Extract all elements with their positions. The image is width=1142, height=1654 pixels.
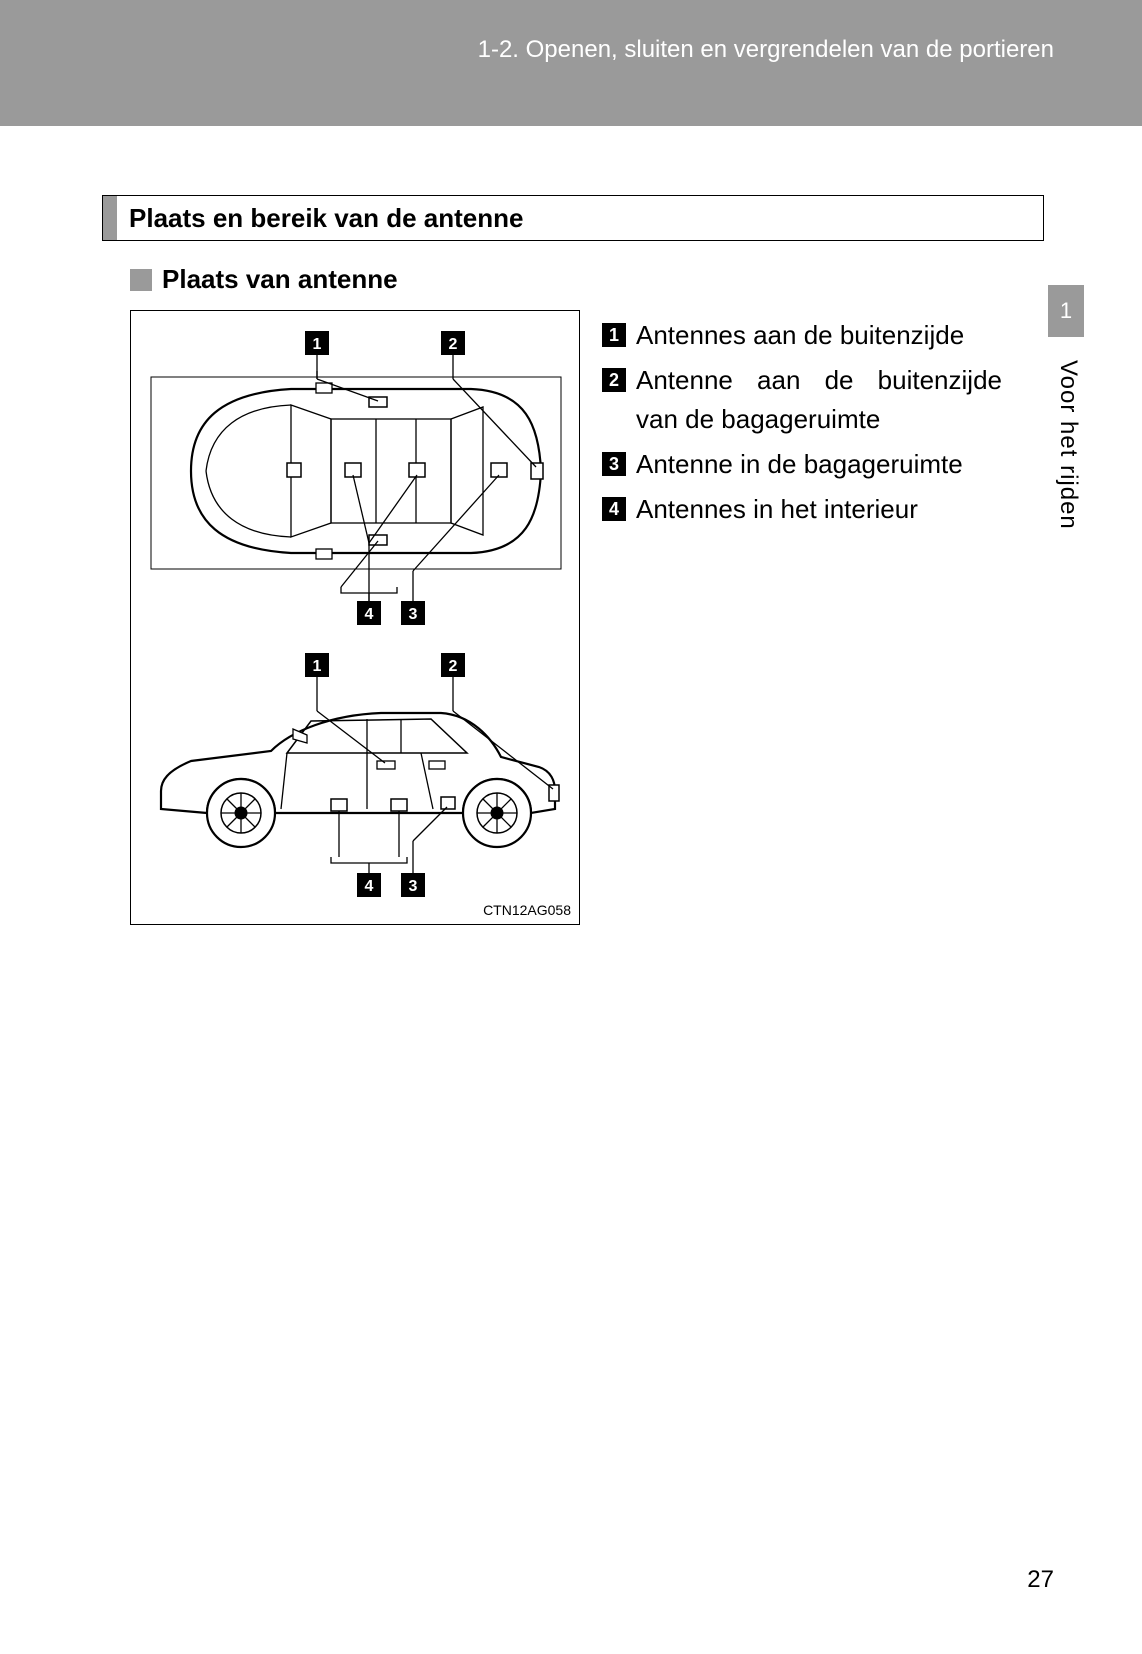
legend-num-icon: 4 (602, 497, 626, 521)
legend: 1 Antennes aan de buitenzijde 2 Antenne … (602, 316, 1002, 535)
header-band: 1-2. Openen, sluiten en vergrendelen van… (0, 0, 1142, 126)
callout-4: 4 (365, 606, 374, 623)
figure-code: CTN12AG058 (483, 902, 571, 918)
antenna-diagram: 1 2 4 3 (130, 310, 580, 925)
legend-text: Antennes in het interieur (636, 490, 1002, 529)
callout-side-4: 4 (365, 878, 374, 895)
legend-text: Antennes aan de buitenzijde (636, 316, 1002, 355)
callout-2: 2 (449, 336, 458, 353)
header-breadcrumb: 1-2. Openen, sluiten en vergrendelen van… (478, 36, 1054, 64)
callout-side-1: 1 (313, 658, 322, 675)
subsection-bullet-icon (130, 269, 152, 291)
callout-side-3: 3 (409, 878, 418, 895)
legend-item: 2 Antenne aan de buitenzijde van de baga… (602, 361, 1002, 439)
legend-item: 1 Antennes aan de buitenzijde (602, 316, 1002, 355)
callout-3: 3 (409, 606, 418, 623)
legend-item: 3 Antenne in de bagageruimte (602, 445, 1002, 484)
section-title: Plaats en bereik van de antenne (129, 203, 524, 234)
chapter-label: Voor het rijden (1054, 360, 1082, 530)
car-diagram-svg: 1 2 4 3 (131, 311, 581, 926)
legend-text: Antenne aan de buitenzijde van de bagage… (636, 361, 1002, 439)
callout-1: 1 (313, 336, 322, 353)
page-number: 27 (1027, 1566, 1054, 1594)
section-title-box: Plaats en bereik van de antenne (102, 195, 1044, 241)
section-title-bar (103, 196, 117, 240)
legend-num-icon: 3 (602, 452, 626, 476)
subsection-title: Plaats van antenne (162, 264, 398, 295)
chapter-tab: 1 (1048, 285, 1084, 337)
callout-side-2: 2 (449, 658, 458, 675)
legend-num-icon: 1 (602, 323, 626, 347)
subsection-row: Plaats van antenne (130, 264, 398, 295)
legend-text: Antenne in de bagageruimte (636, 445, 1002, 484)
legend-item: 4 Antennes in het interieur (602, 490, 1002, 529)
legend-num-icon: 2 (602, 368, 626, 392)
